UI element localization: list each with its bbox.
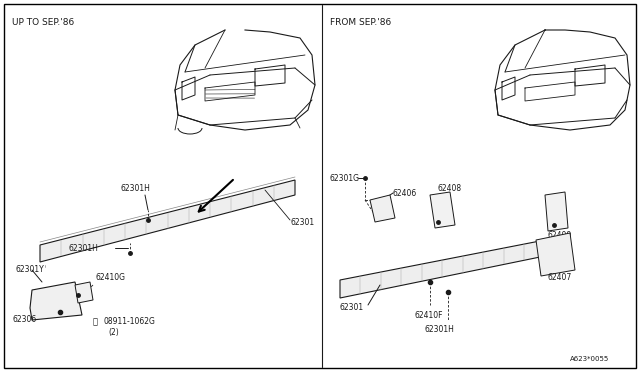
Text: 62301Y: 62301Y xyxy=(15,266,44,275)
Text: 62301G: 62301G xyxy=(330,173,360,183)
Polygon shape xyxy=(545,192,568,231)
Text: 62301H: 62301H xyxy=(120,183,150,192)
Polygon shape xyxy=(40,180,295,262)
Polygon shape xyxy=(75,282,93,303)
Text: 62406: 62406 xyxy=(393,189,417,198)
Text: 62410F: 62410F xyxy=(415,311,444,320)
Text: 62409: 62409 xyxy=(548,231,572,240)
Text: (2): (2) xyxy=(108,328,119,337)
Text: FROM SEP.'86: FROM SEP.'86 xyxy=(330,18,391,27)
Text: 62301: 62301 xyxy=(340,304,364,312)
Text: A623*0055: A623*0055 xyxy=(570,356,609,362)
Text: 62301H: 62301H xyxy=(68,244,98,253)
Text: 62408: 62408 xyxy=(438,183,462,192)
Text: 62407: 62407 xyxy=(548,273,572,282)
Text: Ⓝ: Ⓝ xyxy=(93,317,98,327)
Polygon shape xyxy=(340,240,545,298)
Text: 62301H: 62301H xyxy=(425,326,455,334)
Polygon shape xyxy=(430,192,455,228)
Text: 62410G: 62410G xyxy=(95,273,125,282)
Text: 08911-1062G: 08911-1062G xyxy=(103,317,155,327)
Text: 62306: 62306 xyxy=(12,315,36,324)
Polygon shape xyxy=(536,233,575,276)
Text: UP TO SEP.'86: UP TO SEP.'86 xyxy=(12,18,74,27)
Text: 62301: 62301 xyxy=(291,218,315,227)
Polygon shape xyxy=(30,282,82,320)
Polygon shape xyxy=(370,195,395,222)
